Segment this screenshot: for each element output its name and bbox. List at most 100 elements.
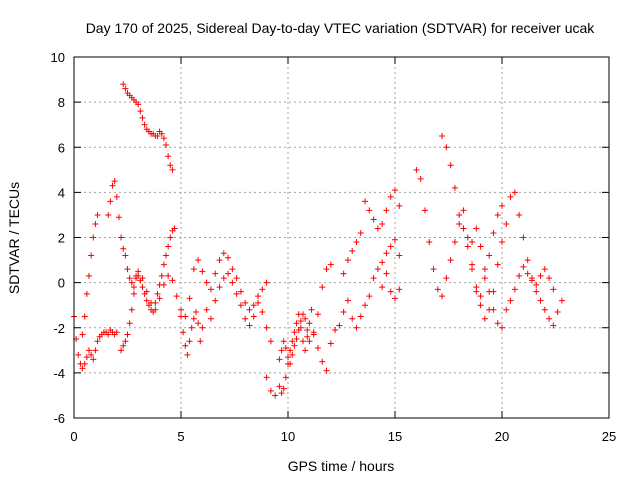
data-point	[541, 266, 548, 273]
data-point	[250, 313, 257, 320]
y-tick-label: 10	[51, 50, 65, 65]
data-point	[546, 315, 553, 322]
x-tick-label: 0	[70, 429, 77, 444]
data-point	[139, 114, 146, 121]
data-point	[516, 211, 523, 218]
data-point	[165, 153, 172, 160]
data-point	[494, 261, 501, 268]
data-point	[520, 234, 527, 241]
data-point	[299, 338, 306, 345]
data-point	[344, 297, 351, 304]
data-point	[464, 243, 471, 250]
data-point	[242, 299, 249, 306]
data-point	[306, 338, 313, 345]
data-point	[199, 324, 206, 331]
data-point	[282, 345, 289, 352]
data-point	[374, 266, 381, 273]
data-point	[353, 239, 360, 246]
data-point	[182, 342, 189, 349]
data-point	[143, 288, 150, 295]
data-point	[276, 383, 283, 390]
data-point	[137, 108, 144, 115]
data-point	[396, 252, 403, 259]
data-point	[392, 236, 398, 243]
data-point	[546, 275, 553, 282]
data-point	[387, 243, 394, 250]
data-points	[71, 81, 565, 399]
data-point	[289, 338, 296, 345]
data-point	[276, 356, 283, 363]
data-point	[490, 306, 497, 313]
data-point	[550, 322, 557, 329]
data-point	[85, 272, 92, 279]
data-point	[362, 198, 369, 205]
data-point	[154, 290, 161, 297]
data-point	[143, 297, 150, 304]
data-point	[216, 284, 223, 291]
data-point	[130, 284, 137, 291]
data-point	[443, 275, 450, 282]
data-point	[370, 216, 377, 223]
data-point	[85, 347, 92, 354]
data-point	[370, 275, 377, 282]
data-point	[233, 290, 240, 297]
data-point	[278, 347, 285, 354]
data-point	[421, 207, 428, 214]
data-point	[297, 317, 304, 324]
data-point	[289, 351, 296, 358]
data-point	[79, 365, 86, 372]
data-point	[133, 272, 140, 279]
data-point	[511, 286, 518, 293]
data-point	[366, 207, 373, 214]
data-point	[537, 297, 544, 304]
data-point	[447, 162, 454, 169]
data-point	[473, 225, 480, 232]
data-point	[287, 360, 294, 367]
y-axis-label: SDTVAR / TECUs	[6, 182, 22, 294]
data-point	[293, 320, 300, 327]
data-point	[379, 220, 386, 227]
data-point	[92, 220, 99, 227]
data-point	[94, 338, 101, 345]
data-point	[558, 297, 565, 304]
data-point	[291, 342, 298, 349]
data-point	[130, 290, 137, 297]
data-point	[263, 324, 270, 331]
data-point	[229, 266, 236, 273]
data-point	[302, 315, 309, 322]
data-point	[344, 257, 351, 264]
data-point	[451, 184, 458, 191]
x-tick-label: 25	[602, 429, 616, 444]
data-point	[357, 229, 364, 236]
y-tick-label: -4	[53, 366, 65, 381]
data-point	[541, 306, 548, 313]
data-point	[319, 358, 326, 365]
data-point	[163, 252, 170, 259]
data-point	[237, 288, 244, 295]
data-point	[203, 306, 210, 313]
data-point	[156, 295, 163, 302]
data-point	[520, 263, 527, 270]
data-point	[473, 288, 480, 295]
data-point	[310, 329, 317, 336]
data-point	[158, 130, 165, 137]
x-tick-label: 15	[388, 429, 402, 444]
data-point	[499, 239, 505, 246]
data-point	[291, 329, 298, 336]
data-point	[383, 250, 390, 257]
data-point	[259, 308, 266, 315]
data-point	[456, 220, 463, 227]
data-point	[178, 313, 184, 320]
data-point	[113, 329, 120, 336]
data-point	[122, 85, 129, 92]
data-point	[250, 302, 257, 309]
data-point	[158, 272, 165, 279]
data-point	[451, 239, 458, 246]
data-point	[126, 320, 133, 327]
data-point	[460, 225, 467, 232]
data-point	[332, 327, 339, 334]
data-point	[195, 257, 202, 264]
data-point	[362, 302, 369, 309]
data-point	[434, 286, 441, 293]
